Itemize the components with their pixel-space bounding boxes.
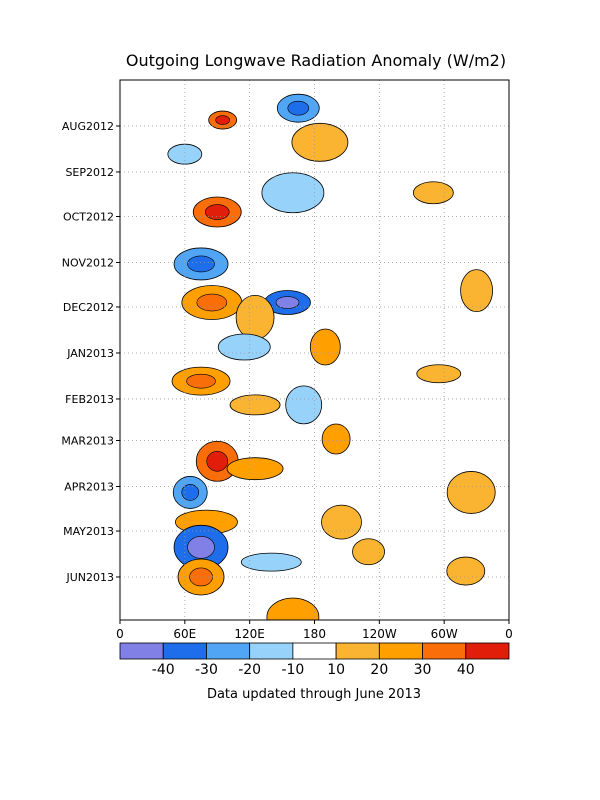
anomaly-region — [321, 423, 351, 455]
anomaly-region — [460, 269, 493, 313]
anomaly-region — [291, 122, 349, 162]
colorbar-swatch — [206, 642, 251, 660]
anomaly-region — [352, 538, 385, 566]
anomaly-region — [240, 552, 302, 572]
x-axis: 0 60E 120E 180 120W 60W 0 — [116, 620, 513, 641]
colorbar-label: -20 — [238, 662, 261, 678]
colorbar-swatch — [378, 642, 423, 660]
anomaly-core — [275, 296, 300, 309]
anomaly-layer — [167, 93, 496, 620]
anomaly-region — [266, 597, 320, 620]
chart-title: Outgoing Longwave Radiation Anomaly (W/m… — [126, 51, 506, 70]
anomaly-region — [446, 556, 486, 586]
y-tick-label: MAY2013 — [63, 525, 114, 538]
anomaly-core — [187, 255, 215, 273]
footer-note: Data updated through June 2013 — [207, 687, 421, 702]
y-tick-label: JAN2013 — [66, 347, 114, 360]
anomaly-region — [309, 328, 341, 366]
colorbar-label: -30 — [195, 662, 218, 678]
anomaly-region — [412, 181, 454, 205]
colorbar-swatch — [292, 642, 337, 660]
y-tick-label: DEC2012 — [63, 301, 114, 314]
anomaly-core — [287, 100, 310, 116]
anomaly-core — [215, 115, 230, 125]
colorbar-label: 30 — [414, 662, 432, 678]
x-tick-label: 0 — [116, 627, 124, 641]
colorbar-swatch — [465, 642, 510, 660]
colorbar-swatch — [249, 642, 294, 660]
x-tick-label: 180 — [303, 627, 326, 641]
anomaly-core — [196, 293, 228, 312]
x-tick-label: 60E — [173, 627, 196, 641]
anomaly-region — [261, 172, 325, 214]
y-tick-label: SEP2012 — [65, 166, 114, 179]
y-tick-label: FEB2013 — [65, 393, 114, 406]
anomaly-region — [217, 333, 271, 361]
anomaly-region — [229, 394, 281, 416]
y-tick-label: OCT2012 — [63, 210, 114, 223]
anomaly-region — [167, 143, 203, 165]
anomaly-core — [181, 484, 200, 501]
y-tick-label: AUG2012 — [62, 120, 114, 133]
colorbar-swatch — [335, 642, 380, 660]
colorbar-label: 10 — [327, 662, 345, 678]
y-tick-label: MAR2013 — [61, 434, 114, 447]
anomaly-region — [446, 471, 496, 514]
colorbar-swatch — [119, 642, 164, 660]
anomaly-core — [206, 450, 229, 472]
anomaly-core — [204, 204, 230, 220]
anomaly-region — [226, 457, 284, 481]
x-tick-label: 120E — [234, 627, 265, 641]
anomaly-core — [187, 536, 215, 559]
colorbar-label: -10 — [281, 662, 304, 678]
grid-layer — [120, 80, 509, 620]
x-tick-label: 60W — [431, 627, 458, 641]
y-tick-label: APR2013 — [64, 480, 114, 493]
anomaly-core — [186, 373, 216, 389]
colorbar-swatch — [422, 642, 467, 660]
colorbar: -40 -30 -20 -10 10 20 30 40 — [119, 642, 510, 678]
anomaly-region — [285, 385, 323, 425]
colorbar-label: 20 — [370, 662, 388, 678]
y-tick-label: JUN2013 — [65, 571, 114, 584]
anomaly-region — [321, 504, 362, 540]
colorbar-label: -40 — [152, 662, 175, 678]
colorbar-label: 40 — [457, 662, 475, 678]
anomaly-region — [235, 294, 275, 340]
y-axis: AUG2012 SEP2012 OCT2012 NOV2012 DEC2012 JAN20… — [61, 120, 120, 584]
x-tick-label: 0 — [505, 627, 513, 641]
colorbar-swatch — [162, 642, 207, 660]
y-tick-label: NOV2012 — [62, 256, 114, 269]
anomaly-region — [416, 364, 462, 384]
x-tick-label: 120W — [362, 627, 397, 641]
